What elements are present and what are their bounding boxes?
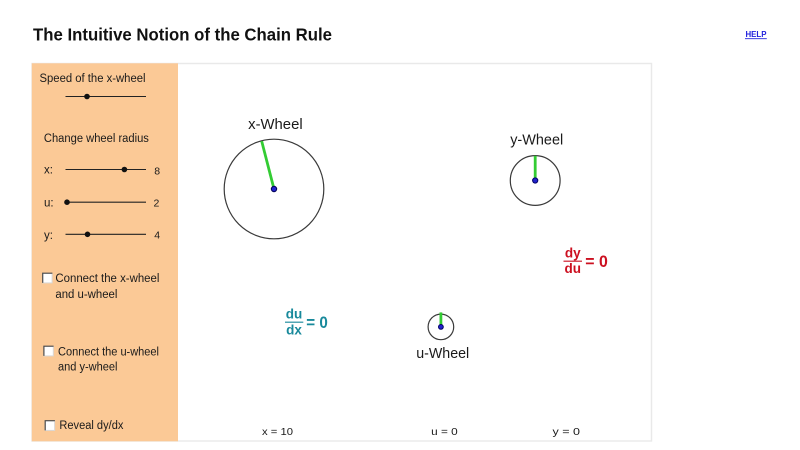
svg-text:dx: dx: [286, 323, 302, 338]
svg-text:and u-wheel: and u-wheel: [55, 289, 117, 301]
svg-text:du: du: [286, 307, 303, 322]
svg-text:x:: x:: [44, 164, 53, 176]
svg-text:u = 0: u = 0: [431, 426, 458, 438]
svg-text:Connect the u-wheel: Connect the u-wheel: [58, 346, 159, 358]
svg-text:8: 8: [154, 165, 160, 177]
svg-text:= 0: = 0: [585, 252, 608, 271]
svg-text:du: du: [565, 261, 582, 276]
svg-text:x-Wheel: x-Wheel: [248, 116, 303, 133]
svg-text:u-Wheel: u-Wheel: [416, 345, 469, 362]
svg-text:y:: y:: [44, 230, 53, 242]
svg-text:2: 2: [154, 198, 160, 210]
svg-text:4: 4: [154, 230, 160, 242]
svg-text:y-Wheel: y-Wheel: [510, 132, 563, 149]
svg-text:x = 10: x = 10: [262, 426, 293, 438]
svg-text:and y-wheel: and y-wheel: [58, 362, 118, 374]
svg-text:Change wheel radius: Change wheel radius: [44, 133, 149, 145]
svg-text:Reveal dy/dx: Reveal dy/dx: [59, 420, 123, 432]
svg-text:u:: u:: [44, 197, 54, 209]
svg-text:y = 0: y = 0: [553, 426, 581, 438]
svg-text:Speed of the x-wheel: Speed of the x-wheel: [40, 73, 146, 85]
svg-text:Connect the x-wheel: Connect the x-wheel: [55, 273, 159, 285]
svg-text:= 0: = 0: [306, 313, 328, 332]
svg-text:dy: dy: [565, 246, 581, 261]
svg-text:HELP: HELP: [746, 30, 768, 39]
svg-text:The Intuitive Notion of the Ch: The Intuitive Notion of the Chain Rule: [33, 25, 332, 45]
